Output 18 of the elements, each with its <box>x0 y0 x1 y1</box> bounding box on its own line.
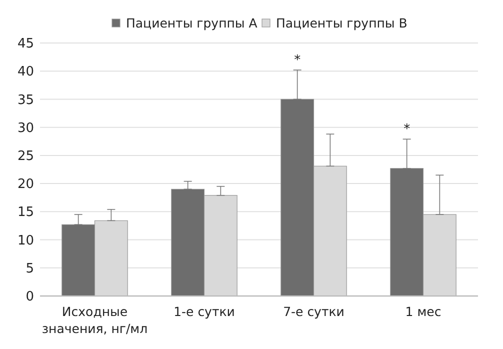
y-tick-label: 40 <box>17 64 34 80</box>
y-tick-label: 5 <box>26 261 34 276</box>
x-tick-label: 1-е сутки <box>174 304 235 319</box>
y-tick-label: 15 <box>17 205 34 220</box>
y-tick-label: 25 <box>17 148 34 164</box>
y-tick-label: 45 <box>17 36 34 52</box>
legend-label: Пациенты группы А <box>126 15 258 30</box>
legend-label: Пациенты группы В <box>276 15 408 30</box>
annotation: * <box>294 52 302 68</box>
annotation: * <box>404 122 411 138</box>
x-tick-label: Исходные значения, нг/мл <box>42 304 148 336</box>
y-tick-label: 0 <box>26 290 34 305</box>
x-tick-label: 1 мес <box>405 304 442 319</box>
y-tick-label: 10 <box>17 233 34 248</box>
y-tick-label: 30 <box>17 120 34 136</box>
y-tick-label: 35 <box>17 92 34 108</box>
x-tick-label: 7-е сутки <box>283 304 344 319</box>
y-tick-label: 20 <box>17 177 34 192</box>
